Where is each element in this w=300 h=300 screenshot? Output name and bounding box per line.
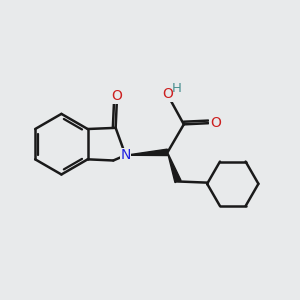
Text: O: O — [162, 87, 173, 101]
Text: O: O — [111, 89, 122, 103]
Polygon shape — [167, 152, 181, 183]
Text: N: N — [120, 148, 131, 162]
Polygon shape — [125, 149, 168, 155]
Text: O: O — [210, 116, 221, 130]
Text: H: H — [172, 82, 182, 95]
